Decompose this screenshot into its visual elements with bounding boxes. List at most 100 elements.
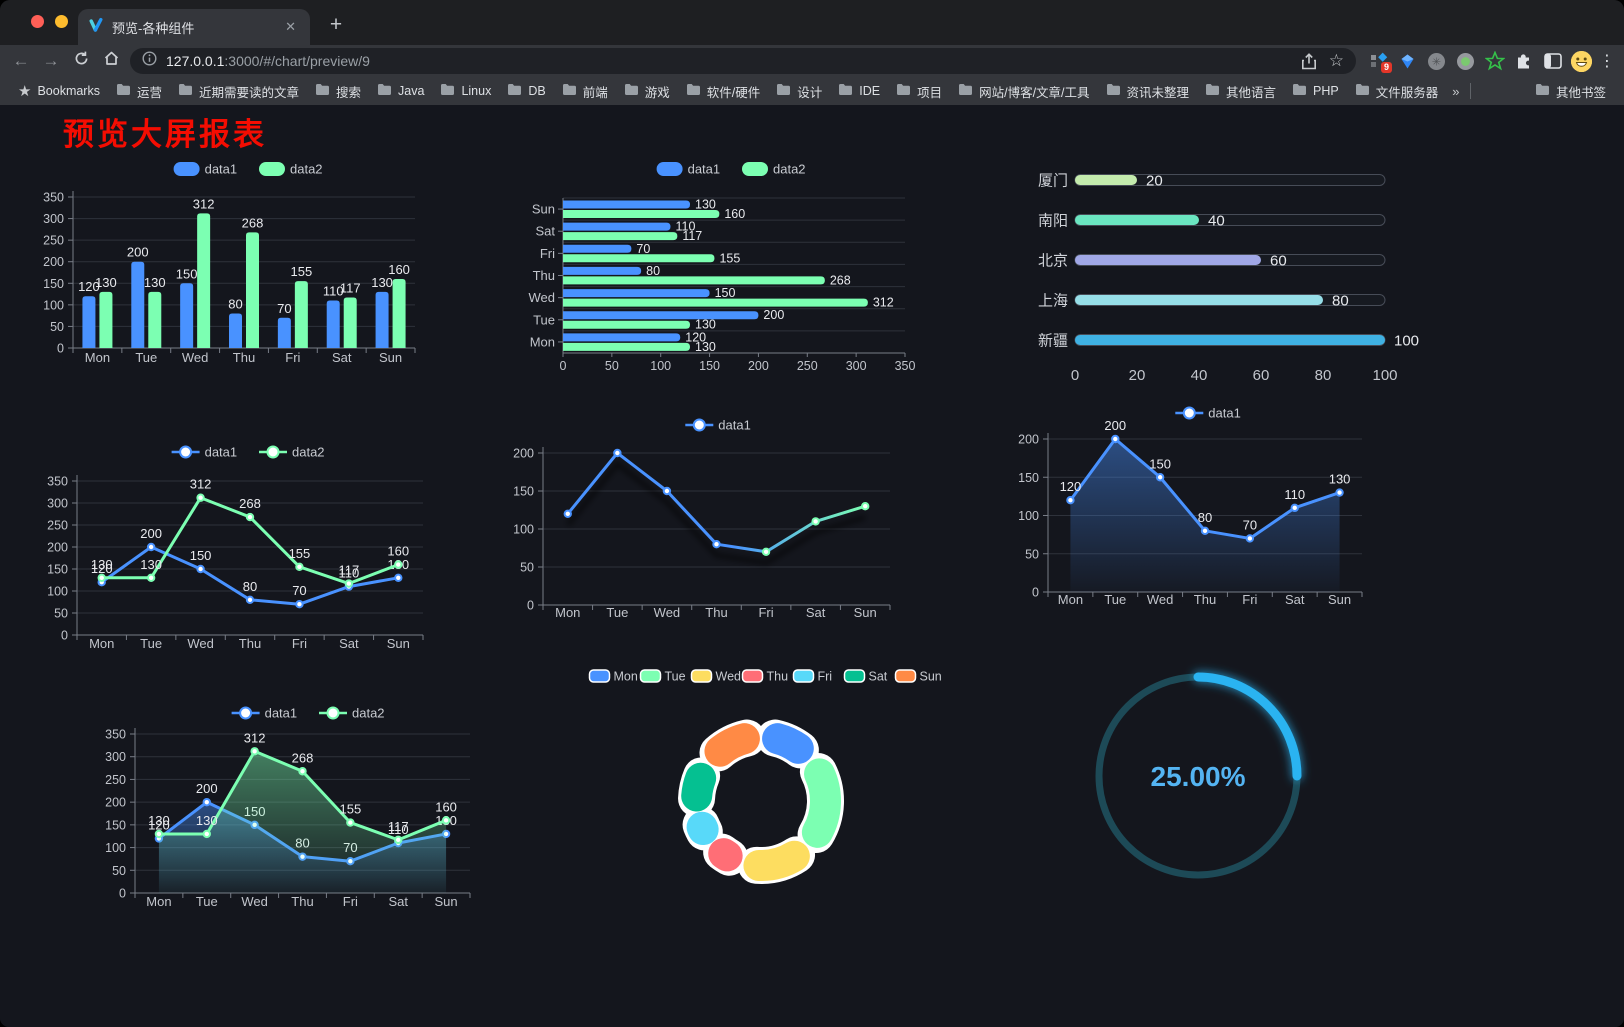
extension-badge: 9 bbox=[1380, 62, 1392, 73]
svg-text:150: 150 bbox=[105, 818, 126, 832]
extension-gem-icon[interactable] bbox=[1393, 49, 1422, 73]
bookmark-folder-item[interactable]: 近期需要读的文章 bbox=[170, 82, 307, 101]
browser-menu-icon[interactable]: ⋮ bbox=[1599, 53, 1615, 70]
extension-circle-asterisk-icon[interactable]: ✳ bbox=[1422, 49, 1451, 73]
profile-avatar[interactable] bbox=[1571, 50, 1592, 72]
address-bar[interactable]: 127.0.0.1:3000/#/chart/preview/9 ☆ bbox=[130, 48, 1356, 74]
other-bookmarks-folder[interactable]: 其他书签 bbox=[1527, 82, 1614, 101]
bookmarks-root-label: Bookmarks bbox=[37, 84, 100, 98]
browser-tab[interactable]: 预览-各种组件 ✕ bbox=[78, 9, 310, 45]
folder-icon bbox=[1205, 83, 1220, 99]
window-minimize-button[interactable] bbox=[55, 15, 68, 28]
svg-text:200: 200 bbox=[763, 308, 784, 322]
svg-text:Sat: Sat bbox=[332, 350, 352, 365]
sidebar-toggle-icon[interactable] bbox=[1538, 49, 1567, 73]
svg-text:110: 110 bbox=[675, 220, 695, 234]
bookmark-folder-item[interactable]: Linux bbox=[432, 82, 499, 101]
svg-text:160: 160 bbox=[387, 544, 409, 559]
folder-icon bbox=[116, 83, 131, 99]
bookmark-folder-item[interactable]: 软件/硬件 bbox=[678, 82, 768, 101]
bookmark-folder-item[interactable]: 文件服务器 bbox=[1347, 82, 1447, 101]
bookmarks-star-icon: ★ bbox=[18, 83, 32, 100]
bookmark-folder-item[interactable]: 搜索 bbox=[307, 82, 369, 101]
bookmark-folder-item[interactable]: DB bbox=[499, 82, 553, 101]
chart-progress-bars[interactable]: 厦门 20 南阳 40 北京 60 上海 80 新疆 100 0 20 40 60 80 100 bbox=[1000, 160, 1430, 388]
extension-grid-icon[interactable]: 9 bbox=[1364, 49, 1393, 73]
svg-text:20: 20 bbox=[1146, 173, 1163, 190]
chart-line-gradient[interactable]: data1 0 50 100 150 200 Mon Tue Wed Thu Fri Sat Sun bbox=[505, 415, 900, 627]
bookmark-folder-item[interactable]: 运营 bbox=[108, 82, 170, 101]
bookmark-label: 前端 bbox=[582, 85, 608, 100]
svg-text:50: 50 bbox=[54, 607, 68, 621]
svg-text:110: 110 bbox=[388, 822, 409, 837]
svg-text:data2: data2 bbox=[290, 162, 323, 177]
reload-icon[interactable] bbox=[66, 50, 96, 72]
chart-gauge[interactable]: 25.00% bbox=[1058, 636, 1348, 886]
chart-line-two-series[interactable]: data1 data2 0 50 100 150 200 250 300 350 Mon Tue Wed… bbox=[45, 440, 455, 655]
svg-text:Sat: Sat bbox=[535, 224, 555, 239]
page-title: 预览大屏报表 bbox=[63, 117, 267, 152]
bookmark-star-icon[interactable]: ☆ bbox=[1328, 51, 1344, 70]
svg-text:100: 100 bbox=[1372, 367, 1397, 384]
svg-text:150: 150 bbox=[47, 563, 68, 577]
bookmark-label: 网站/博客/文章/工具 bbox=[979, 85, 1090, 100]
bookmark-folder-item[interactable]: 游戏 bbox=[616, 82, 678, 101]
svg-text:100: 100 bbox=[1394, 333, 1419, 350]
bookmark-folder-item[interactable]: 资讯未整理 bbox=[1098, 82, 1198, 101]
extensions-puzzle-icon[interactable] bbox=[1509, 49, 1538, 73]
svg-text:300: 300 bbox=[47, 497, 68, 511]
svg-text:130: 130 bbox=[144, 275, 166, 290]
svg-text:130: 130 bbox=[140, 557, 162, 572]
svg-text:150: 150 bbox=[1149, 456, 1171, 471]
bookmark-folder-item[interactable]: 其他语言 bbox=[1197, 82, 1284, 101]
chart-line-area[interactable]: data1 0 50 100 150 200 Mon Tue Wed Thu Fri Sat Sun 12… bbox=[985, 405, 1380, 617]
svg-text:80: 80 bbox=[1198, 510, 1212, 525]
svg-text:100: 100 bbox=[1018, 509, 1039, 523]
folder-icon bbox=[1355, 83, 1370, 99]
extension-circle-dot-icon[interactable] bbox=[1451, 49, 1480, 73]
window-close-button[interactable] bbox=[31, 15, 44, 28]
chart-bar-horizontal[interactable]: data1 data2 0 50 100 150 200 250 300 350 Mon 120 130… bbox=[505, 158, 920, 374]
tab-close-icon[interactable]: ✕ bbox=[285, 19, 296, 34]
tab-strip: 预览-各种组件 ✕ + bbox=[0, 0, 1624, 45]
svg-text:Fri: Fri bbox=[292, 636, 307, 651]
svg-text:80: 80 bbox=[228, 296, 242, 311]
svg-text:data1: data1 bbox=[718, 418, 751, 433]
bookmark-folder-item[interactable]: Java bbox=[369, 82, 432, 101]
bookmark-folder-item[interactable]: IDE bbox=[830, 82, 888, 101]
bookmark-folder-item[interactable]: PHP bbox=[1284, 82, 1347, 101]
svg-text:200: 200 bbox=[140, 526, 162, 541]
bookmark-folder-item[interactable]: 网站/博客/文章/工具 bbox=[950, 82, 1097, 101]
svg-text:Mon: Mon bbox=[85, 350, 110, 365]
svg-text:0: 0 bbox=[57, 342, 64, 356]
bookmark-label: 近期需要读的文章 bbox=[199, 85, 300, 100]
svg-text:200: 200 bbox=[513, 447, 534, 461]
bookmark-folder-item[interactable]: 设计 bbox=[768, 82, 830, 101]
home-icon[interactable] bbox=[96, 50, 126, 72]
svg-text:70: 70 bbox=[1243, 517, 1257, 532]
folder-icon bbox=[507, 83, 522, 99]
site-info-icon[interactable] bbox=[142, 51, 157, 71]
folder-icon bbox=[896, 83, 911, 99]
bookmarks-root[interactable]: ★ Bookmarks bbox=[10, 82, 108, 100]
chart-line-two-series-area[interactable]: data1 data2 0 50 100 150 200 250 300 350 Mon Tue Wed… bbox=[105, 695, 485, 913]
svg-text:Fri: Fri bbox=[285, 350, 300, 365]
chart-donut[interactable]: Mon Tue Wed Thu Fri Sat Sun bbox=[560, 660, 970, 890]
svg-text:130: 130 bbox=[695, 340, 716, 354]
svg-text:Tue: Tue bbox=[135, 350, 157, 365]
svg-text:Wed: Wed bbox=[182, 350, 209, 365]
svg-text:250: 250 bbox=[47, 519, 68, 533]
svg-text:60: 60 bbox=[1253, 367, 1270, 384]
bookmark-folder-item[interactable]: 前端 bbox=[554, 82, 616, 101]
chart-bar-grouped[interactable]: data1 data2 0 50 100 150 200 250 300 350 Mon Tue Wed… bbox=[40, 158, 460, 373]
share-icon[interactable] bbox=[1301, 52, 1317, 70]
extension-green-star-icon[interactable] bbox=[1480, 49, 1509, 73]
folder-icon bbox=[440, 83, 455, 99]
bookmarks-overflow-chevron[interactable]: » bbox=[1452, 83, 1460, 99]
new-tab-button[interactable]: + bbox=[329, 13, 343, 36]
forward-icon[interactable]: → bbox=[42, 51, 60, 70]
bookmark-folder-item[interactable]: 项目 bbox=[888, 82, 950, 101]
svg-text:200: 200 bbox=[1104, 418, 1126, 433]
bookmarks-divider bbox=[1469, 83, 1471, 99]
back-icon[interactable]: ← bbox=[12, 51, 30, 70]
